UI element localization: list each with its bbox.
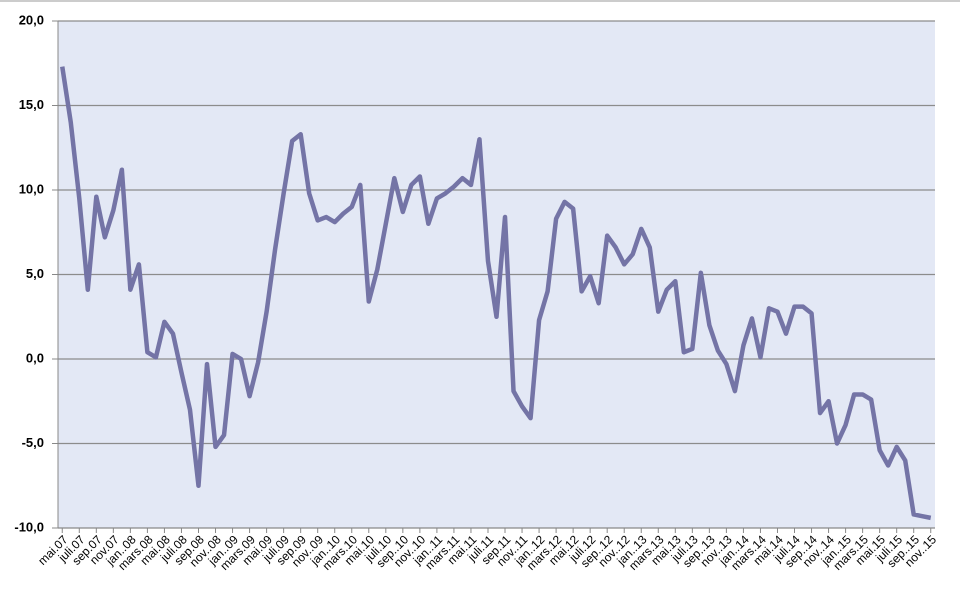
y-tick-label: 20,0 — [19, 12, 44, 27]
y-tick-label: -10,0 — [14, 519, 44, 534]
data-line — [60, 66, 932, 521]
y-tick-label: -5,0 — [22, 435, 44, 450]
y-tick-label: 10,0 — [19, 181, 44, 196]
y-tick-label: 0,0 — [26, 350, 44, 365]
y-tick-label: 5,0 — [26, 266, 44, 281]
y-tick-label: 15,0 — [19, 97, 44, 112]
